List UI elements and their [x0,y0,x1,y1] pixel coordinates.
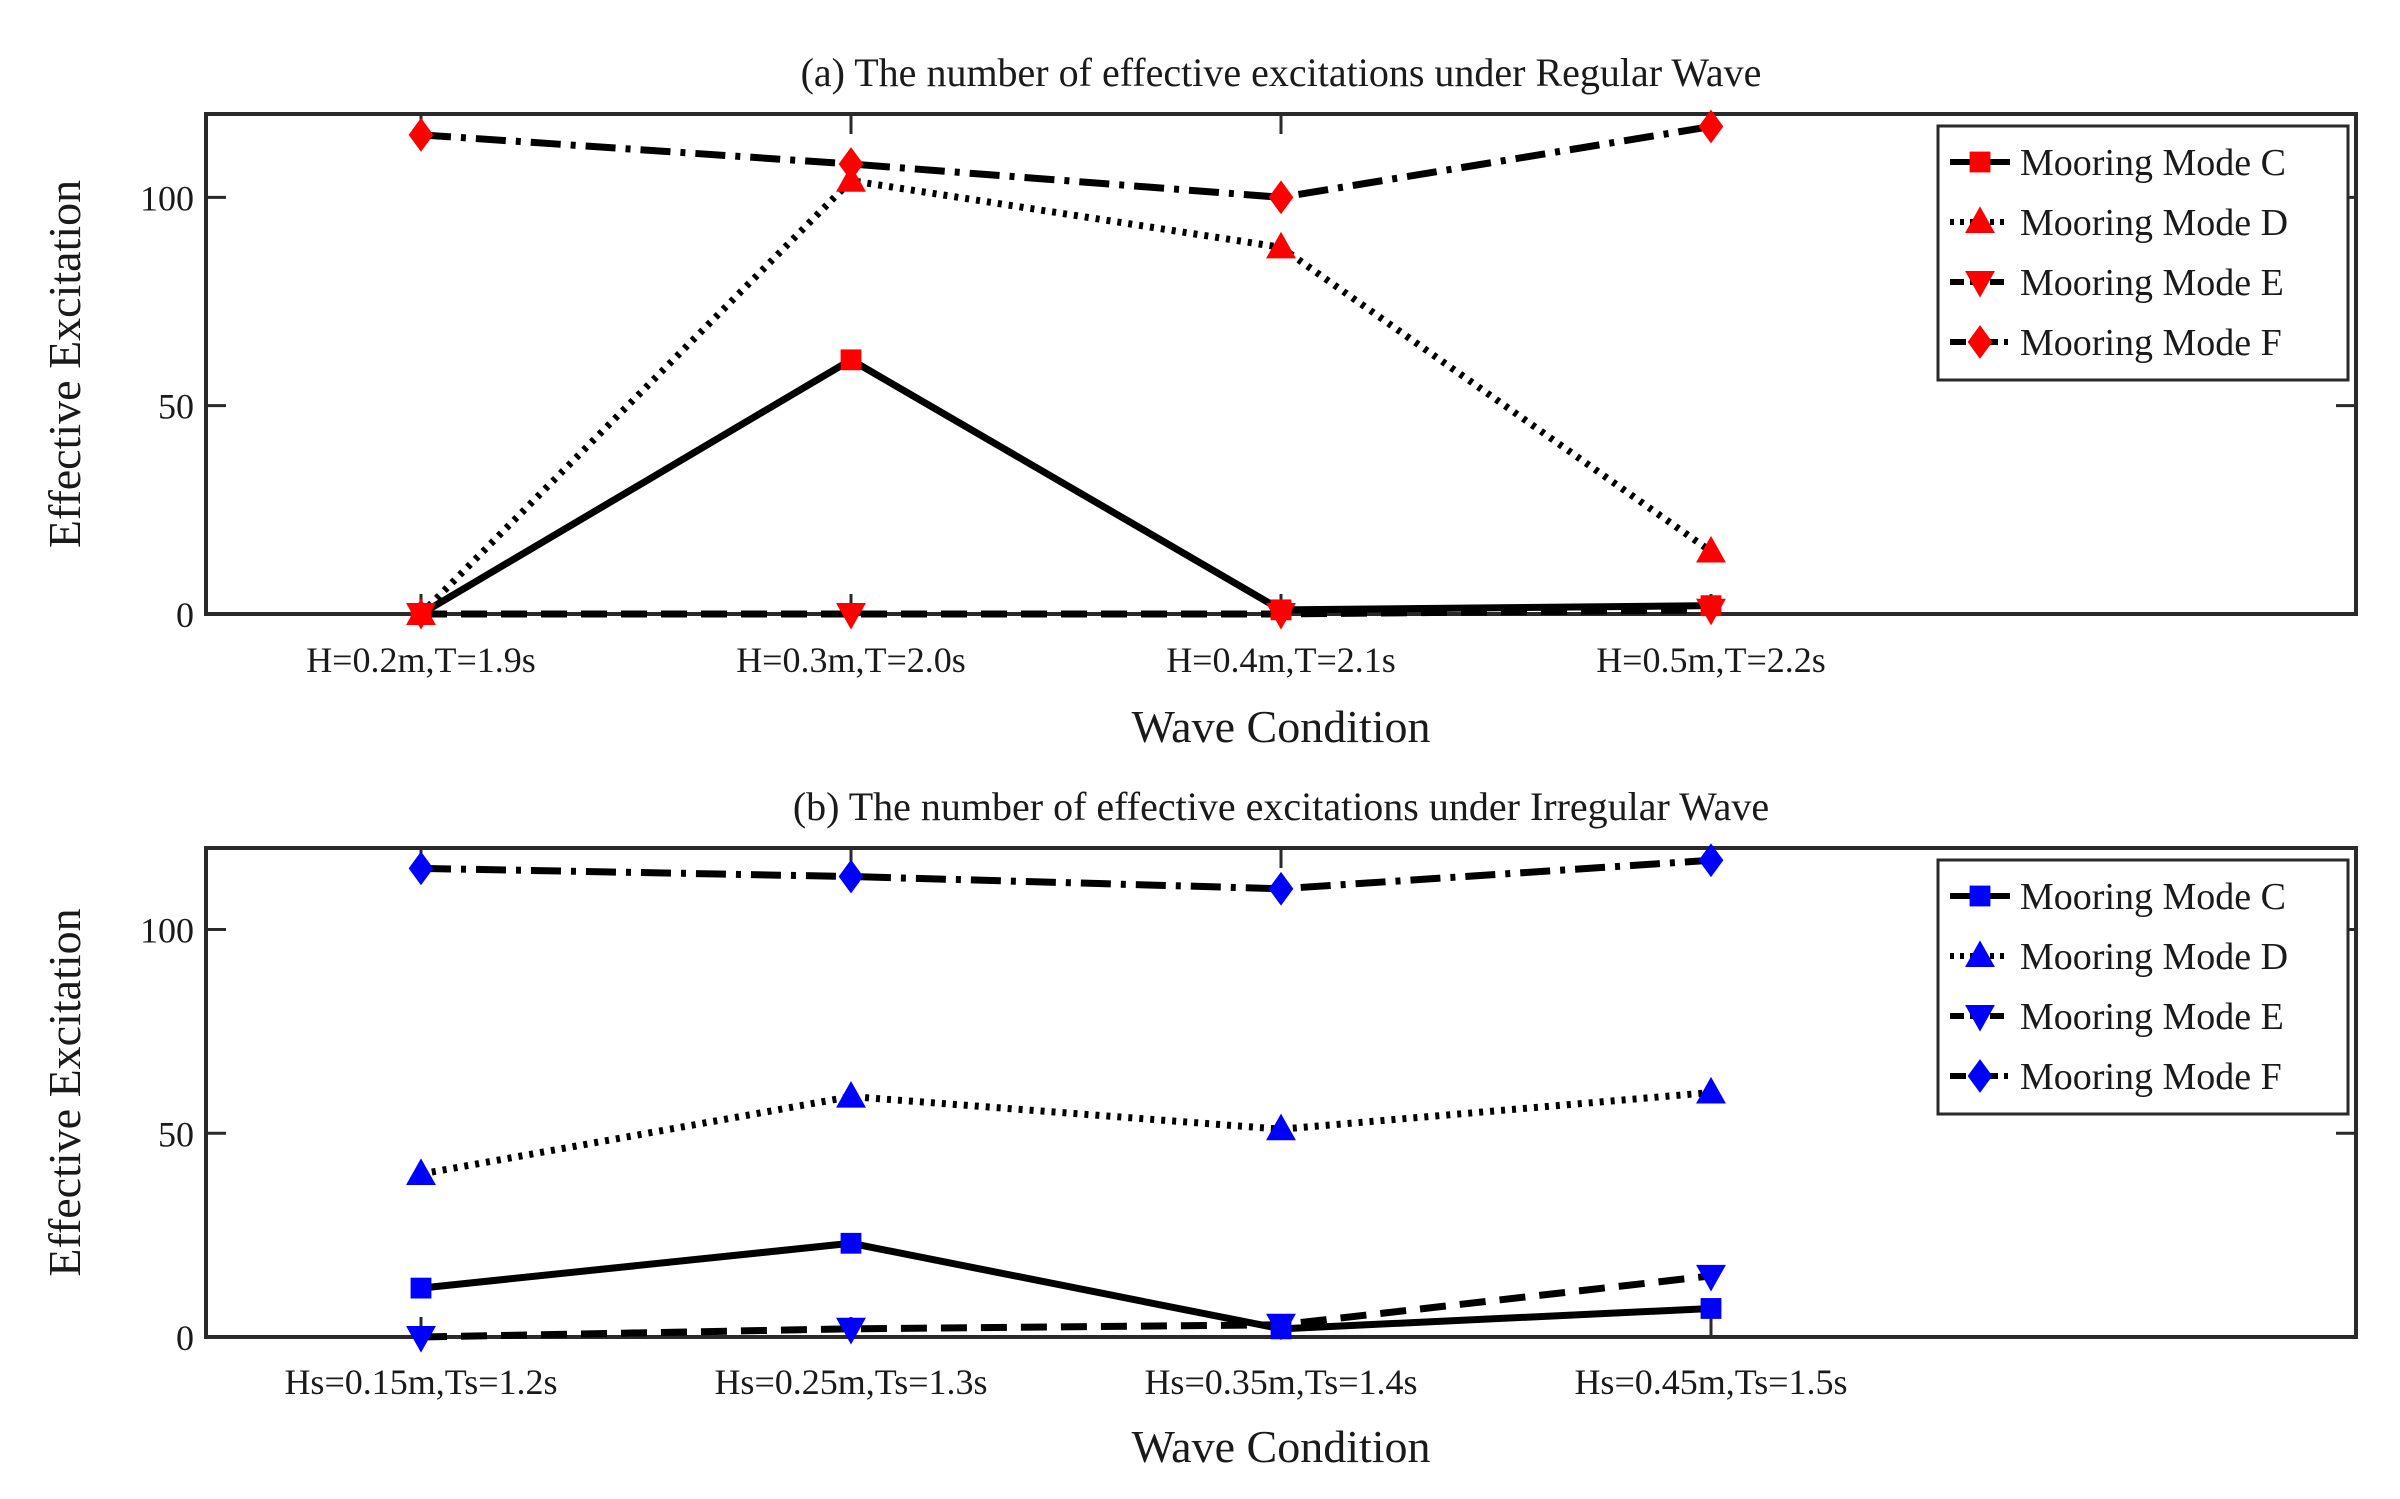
x-tick-label: Hs=0.15m,Ts=1.2s [284,1362,557,1402]
legend-item-label: Mooring Mode E [2020,262,2284,304]
legend-item-label: Mooring Mode D [2020,936,2288,978]
y-tick-label: 100 [140,911,194,951]
legend-marker [1969,151,1991,173]
data-point-marker [1696,535,1726,563]
x-tick-label: H=0.2m,T=1.9s [306,640,536,680]
series-line-mooring-mode-e [420,1272,1712,1341]
x-tick-label: Hs=0.45m,Ts=1.5s [1574,1362,1847,1402]
data-point-marker [1700,1298,1722,1319]
data-point-marker [836,602,866,630]
legend-marker [1965,1004,1995,1032]
series-line-mooring-mode-d [418,177,1714,617]
y-axis-label: Effective Excitation [39,180,90,548]
legend-marker [1967,1059,1993,1093]
data-point-marker [840,1232,862,1254]
x-axis-label: Wave Condition [1131,701,1430,752]
data-point-marker [1266,1113,1296,1141]
x-axis-label: Wave Condition [1131,1421,1430,1472]
data-point-marker [410,1277,432,1299]
data-point-marker [1268,871,1294,906]
y-tick-label: 0 [176,595,194,635]
legend-box [1936,858,2350,1116]
data-point-marker [836,165,866,192]
legend-item-label: Mooring Mode D [2020,202,2288,244]
y-tick-label: 100 [140,178,194,218]
legend-marker [1965,270,1995,298]
chart-title: (a) The number of effective excitations … [801,50,1762,95]
x-tick-label: H=0.4m,T=2.1s [1166,640,1396,680]
y-tick-label: 50 [158,387,194,427]
data-point-marker [1270,599,1292,621]
data-point-marker [408,117,434,152]
x-tick-label: Hs=0.35m,Ts=1.4s [1144,1362,1417,1402]
data-point-marker [410,603,432,625]
data-point-marker [1696,1076,1726,1104]
x-tick-label: H=0.5m,T=2.2s [1596,640,1826,680]
data-point-marker [838,859,864,894]
y-tick-label: 0 [176,1318,194,1358]
data-point-marker [408,851,434,886]
data-point-marker [1270,1318,1292,1340]
y-axis-label: Effective Excitation [39,908,90,1276]
data-point-marker [1696,1264,1726,1292]
data-point-marker [840,349,862,371]
legend-marker [1967,325,1993,359]
legend-item-label: Mooring Mode C [2020,142,2286,184]
data-point-marker [406,1325,436,1353]
data-point-marker [1266,231,1296,259]
legend-marker [1965,206,1995,234]
data-point-marker [406,1158,436,1186]
data-point-marker [1700,595,1722,617]
data-point-marker [1698,843,1724,878]
series-line-mooring-mode-f [420,856,1712,893]
legend-item-label: Mooring Mode E [2020,996,2284,1038]
chart-b: (b) The number of effective excitations … [39,784,2358,1472]
series-line-mooring-mode-e [421,606,1712,618]
legend-marker [1965,940,1995,968]
series-line-mooring-mode-d [420,1089,1712,1178]
legend-item-label: Mooring Mode F [2020,1056,2282,1098]
x-tick-label: H=0.3m,T=2.0s [736,640,966,680]
chart-title: (b) The number of effective excitations … [793,784,1769,829]
data-point-marker [836,1317,866,1345]
data-point-marker [836,1080,866,1108]
legend-box [1936,124,2350,382]
series-line-mooring-mode-c [420,1239,1712,1333]
data-point-marker [1698,109,1724,144]
data-point-marker [838,147,864,181]
legend-item-label: Mooring Mode F [2020,322,2282,364]
series-line-mooring-mode-c [419,356,1712,618]
legend-item-label: Mooring Mode C [2020,876,2286,918]
y-tick-label: 50 [158,1114,194,1154]
chart-a: (a) The number of effective excitations … [39,50,2358,752]
legend-marker [1969,885,1991,907]
x-tick-label: Hs=0.25m,Ts=1.3s [714,1362,987,1402]
data-point-marker [1268,180,1294,215]
series-line-mooring-mode-f [420,123,1712,201]
